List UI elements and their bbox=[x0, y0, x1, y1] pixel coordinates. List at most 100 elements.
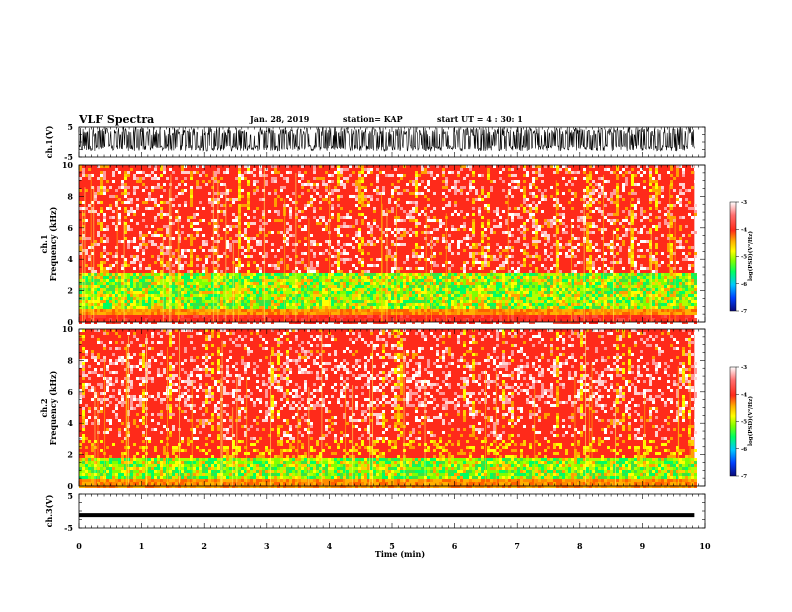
spectrogram-pixel bbox=[535, 195, 538, 198]
spectrogram-pixel bbox=[454, 303, 457, 306]
spectrogram-pixel bbox=[340, 276, 343, 279]
spectrogram-pixel bbox=[232, 213, 235, 216]
spectrogram-pixel bbox=[136, 171, 139, 174]
spectrogram-pixel bbox=[442, 276, 445, 279]
spectrogram-pixel bbox=[400, 237, 403, 240]
spectrogram-pixel bbox=[187, 306, 190, 309]
spectrogram-pixel bbox=[301, 210, 304, 213]
spectrogram-pixel bbox=[379, 279, 382, 282]
spectrogram-pixel bbox=[217, 210, 220, 213]
spectrogram-pixel bbox=[406, 258, 409, 261]
spectrogram-pixel bbox=[310, 240, 313, 243]
spectrogram-pixel bbox=[586, 186, 589, 189]
spectrogram-pixel bbox=[172, 288, 175, 291]
spectrogram-pixel bbox=[355, 303, 358, 306]
spectrogram-pixel bbox=[568, 294, 571, 297]
spectrogram-pixel bbox=[592, 294, 595, 297]
spectrogram-pixel bbox=[595, 315, 598, 318]
spectrogram-pixel bbox=[301, 273, 304, 276]
spectrogram-pixel bbox=[427, 288, 430, 291]
spectrogram-pixel bbox=[439, 306, 442, 309]
spectrogram-pixel bbox=[196, 186, 199, 189]
spectrogram-pixel bbox=[298, 225, 301, 228]
spectrogram-pixel bbox=[400, 267, 403, 270]
spectrogram-pixel bbox=[247, 291, 250, 294]
spectrogram-pixel bbox=[193, 309, 196, 312]
spectrogram-pixel bbox=[142, 252, 145, 255]
spectrogram-pixel bbox=[595, 306, 598, 309]
spectrogram-pixel bbox=[388, 294, 391, 297]
spectrogram-pixel bbox=[514, 309, 517, 312]
spectrogram-pixel bbox=[298, 270, 301, 273]
spectrogram-pixel bbox=[385, 228, 388, 231]
spectrogram-pixel bbox=[319, 177, 322, 180]
spectrogram-pixel bbox=[229, 249, 232, 252]
spectrogram-pixel bbox=[580, 312, 583, 315]
spectrogram-pixel bbox=[256, 306, 259, 309]
spectrogram-pixel bbox=[205, 297, 208, 300]
spectrogram-pixel bbox=[184, 297, 187, 300]
spectrogram-pixel bbox=[592, 180, 595, 183]
spectrogram-pixel bbox=[136, 279, 139, 282]
spectrogram-pixel bbox=[337, 261, 340, 264]
spectrogram-pixel bbox=[163, 225, 166, 228]
spectrogram-pixel bbox=[262, 174, 265, 177]
spectrogram-pixel bbox=[496, 267, 499, 270]
spectrogram-pixel bbox=[388, 279, 391, 282]
spectrogram-pixel bbox=[295, 267, 298, 270]
spectrogram-pixel bbox=[556, 225, 559, 228]
spectrogram-pixel bbox=[505, 291, 508, 294]
spectrogram-pixel bbox=[208, 255, 211, 258]
spectrogram-pixel bbox=[418, 288, 421, 291]
spectrogram-pixel bbox=[268, 285, 271, 288]
spectrogram-pixel bbox=[310, 234, 313, 237]
spectrogram-pixel bbox=[370, 258, 373, 261]
spectrogram-pixel bbox=[526, 243, 529, 246]
spectrogram-pixel bbox=[214, 282, 217, 285]
spectrogram-pixel bbox=[331, 192, 334, 195]
spectrogram-pixel bbox=[196, 279, 199, 282]
spectrogram-pixel bbox=[436, 288, 439, 291]
spectrogram-pixel bbox=[97, 276, 100, 279]
spectrogram-pixel bbox=[181, 318, 184, 321]
spectrogram-pixel bbox=[403, 285, 406, 288]
spectrogram-pixel bbox=[478, 297, 481, 300]
spectrogram-pixel bbox=[535, 204, 538, 207]
spectrogram-pixel bbox=[115, 225, 118, 228]
spectrogram-pixel bbox=[355, 165, 358, 168]
spectrogram-pixel bbox=[331, 279, 334, 282]
spectrogram-pixel bbox=[181, 168, 184, 171]
spectrogram-pixel bbox=[568, 276, 571, 279]
spectrogram-pixel bbox=[319, 285, 322, 288]
spectrogram-pixel bbox=[439, 219, 442, 222]
spectrogram-pixel bbox=[223, 183, 226, 186]
spectrogram-pixel bbox=[388, 273, 391, 276]
spectrogram-pixel bbox=[394, 252, 397, 255]
spectrogram-pixel bbox=[538, 294, 541, 297]
spectrogram-pixel bbox=[235, 306, 238, 309]
spectrogram-pixel bbox=[304, 315, 307, 318]
spectrogram-pixel bbox=[340, 270, 343, 273]
spectrogram-pixel bbox=[439, 288, 442, 291]
spectrogram-pixel bbox=[559, 285, 562, 288]
spectrogram-pixel bbox=[478, 303, 481, 306]
spectrogram-pixel bbox=[481, 303, 484, 306]
spectrogram-pixel bbox=[490, 288, 493, 291]
spectrogram-pixel bbox=[232, 240, 235, 243]
spectrogram-pixel bbox=[406, 279, 409, 282]
spectrogram-pixel bbox=[262, 321, 265, 324]
spectrogram-pixel bbox=[274, 171, 277, 174]
spectrogram-pixel bbox=[589, 177, 592, 180]
spectrogram-pixel bbox=[475, 291, 478, 294]
spectrogram-pixel bbox=[565, 231, 568, 234]
spectrogram-pixel bbox=[229, 306, 232, 309]
spectrogram-pixel bbox=[169, 273, 172, 276]
spectrogram-pixel bbox=[298, 297, 301, 300]
spectrogram-pixel bbox=[565, 225, 568, 228]
spectrogram-pixel bbox=[106, 180, 109, 183]
spectrogram-pixel bbox=[541, 198, 544, 201]
spectrogram-pixel bbox=[214, 309, 217, 312]
spectrogram-pixel bbox=[157, 303, 160, 306]
spectrogram-pixel bbox=[226, 243, 229, 246]
spectrogram-pixel bbox=[586, 258, 589, 261]
